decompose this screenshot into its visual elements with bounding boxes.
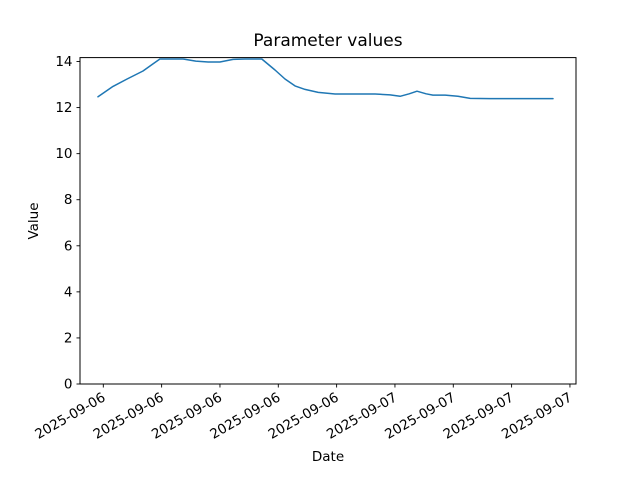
y-tick-label: 0: [64, 377, 73, 393]
y-tick-label: 14: [55, 54, 72, 70]
y-tick-label: 10: [55, 146, 72, 162]
y-axis-label: Value: [26, 202, 42, 240]
y-tick-label: 8: [64, 192, 73, 208]
y-tick-label: 4: [64, 284, 73, 300]
chart-title: Parameter values: [253, 31, 403, 51]
y-tick-label: 2: [64, 330, 73, 346]
data-line: [97, 58, 554, 100]
y-tick-label: 6: [64, 238, 73, 254]
y-tick-label: 12: [55, 100, 72, 116]
x-axis-label: Date: [311, 449, 345, 465]
plot-border: [79, 57, 577, 385]
